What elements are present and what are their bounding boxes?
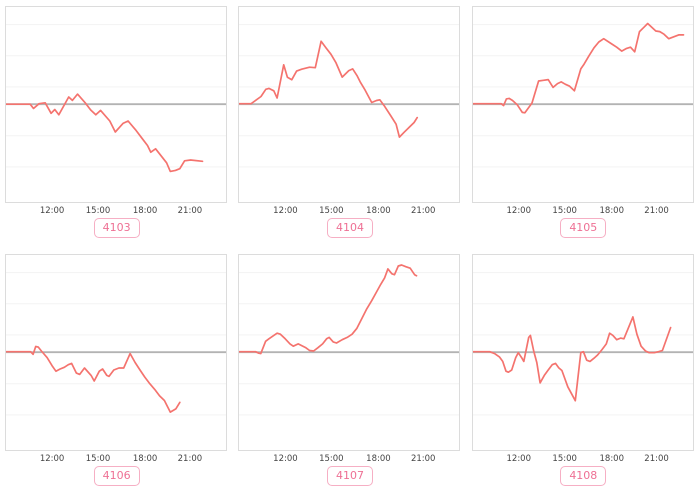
series-line: [472, 22, 685, 114]
series-line: [472, 316, 672, 402]
x-tick-label: 18:00: [599, 206, 625, 216]
line-chart: [239, 264, 460, 416]
chart-cell: (4104,) 12:00 15:00 18:00 21:00 4104: [233, 0, 466, 248]
plot-area: [471, 254, 694, 451]
x-tick-label: 21:00: [644, 454, 669, 464]
chart-cell: (4103,) 12:00 15:00 18:00 21:00 4103: [0, 0, 233, 248]
x-tick-label: 15:00: [552, 454, 577, 464]
x-tick-label: 18:00: [599, 454, 625, 464]
series-line: [239, 40, 419, 138]
x-axis: 12:00 15:00 18:00 21:00: [472, 454, 694, 466]
clipped-title: (4107,): [233, 248, 466, 251]
series-chip[interactable]: 4106: [93, 466, 140, 486]
chart-cell: (4107,) 12:00 15:00 18:00 21:00 4107: [233, 248, 466, 496]
plot-area: [5, 254, 227, 451]
series-chip[interactable]: 4108: [560, 466, 607, 486]
x-tick-label: 15:00: [85, 454, 111, 464]
series-line: [6, 345, 181, 413]
x-tick-label: 12:00: [39, 454, 65, 464]
x-tick-label: 12:00: [506, 454, 532, 464]
x-tick-label: 18:00: [366, 454, 391, 464]
x-tick-label: 21:00: [410, 206, 436, 216]
x-tick-label: 18:00: [366, 206, 391, 216]
clipped-title: (4105,): [467, 0, 700, 3]
line-chart: [6, 272, 226, 416]
series-chip[interactable]: 4103: [93, 218, 140, 238]
plot-area: [238, 254, 461, 451]
clipped-title: (4108,): [467, 248, 700, 251]
x-tick-label: 12:00: [39, 206, 65, 216]
plot-area: [471, 6, 694, 203]
plot-area: [5, 6, 227, 203]
x-tick-label: 21:00: [410, 454, 436, 464]
x-tick-label: 18:00: [132, 454, 158, 464]
clipped-title: (4104,): [233, 0, 466, 3]
x-axis: 12:00 15:00 18:00 21:00: [472, 206, 694, 218]
series-chip[interactable]: 4104: [326, 218, 373, 238]
chart-cell: (4108,) 12:00 15:00 18:00 21:00 4108: [467, 248, 700, 496]
x-tick-label: 15:00: [552, 206, 577, 216]
plot-area: [238, 6, 461, 203]
x-tick-label: 21:00: [644, 206, 669, 216]
line-chart: [6, 24, 226, 173]
x-tick-label: 12:00: [273, 454, 298, 464]
x-tick-label: 15:00: [319, 206, 344, 216]
x-axis: 12:00 15:00 18:00 21:00: [5, 454, 227, 466]
x-tick-label: 12:00: [273, 206, 298, 216]
line-chart: [472, 22, 693, 168]
series-line: [239, 264, 418, 355]
x-tick-label: 15:00: [319, 454, 344, 464]
line-chart: [239, 24, 460, 168]
series-chip[interactable]: 4107: [326, 466, 373, 486]
clipped-title: (4103,): [0, 0, 233, 3]
x-axis: 12:00 15:00 18:00 21:00: [238, 206, 460, 218]
x-tick-label: 15:00: [85, 206, 111, 216]
x-tick-label: 21:00: [177, 454, 203, 464]
chart-cell: (4105,) 12:00 15:00 18:00 21:00 4105: [467, 0, 700, 248]
series-line: [6, 93, 204, 173]
x-axis: 12:00 15:00 18:00 21:00: [5, 206, 227, 218]
x-tick-label: 18:00: [132, 206, 158, 216]
series-chip[interactable]: 4105: [560, 218, 607, 238]
chart-cell: (4106,) 12:00 15:00 18:00 21:00 4106: [0, 248, 233, 496]
x-tick-label: 21:00: [177, 206, 203, 216]
line-chart: [472, 272, 693, 416]
x-tick-label: 12:00: [506, 206, 532, 216]
x-axis: 12:00 15:00 18:00 21:00: [238, 454, 460, 466]
clipped-title: (4106,): [0, 248, 233, 251]
